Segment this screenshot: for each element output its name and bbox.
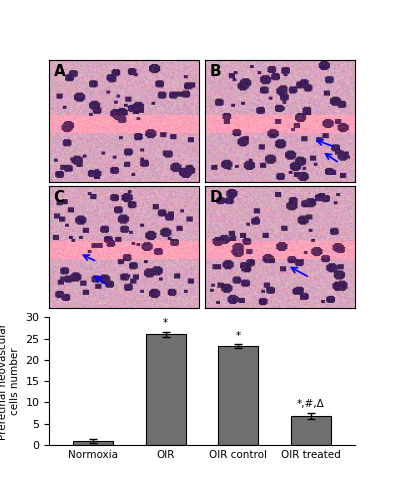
Bar xyxy=(218,346,258,445)
Text: *: * xyxy=(236,330,241,340)
Text: *,#,Δ: *,#,Δ xyxy=(297,399,325,409)
Bar xyxy=(291,416,331,445)
Text: D: D xyxy=(209,190,222,205)
Text: *: * xyxy=(163,318,168,328)
Text: A: A xyxy=(54,64,65,78)
Bar xyxy=(145,334,186,445)
Text: B: B xyxy=(209,64,221,78)
Text: C: C xyxy=(54,190,65,205)
Bar xyxy=(73,440,113,445)
Y-axis label: Preretinal neovascular
cells number: Preretinal neovascular cells number xyxy=(0,322,20,440)
